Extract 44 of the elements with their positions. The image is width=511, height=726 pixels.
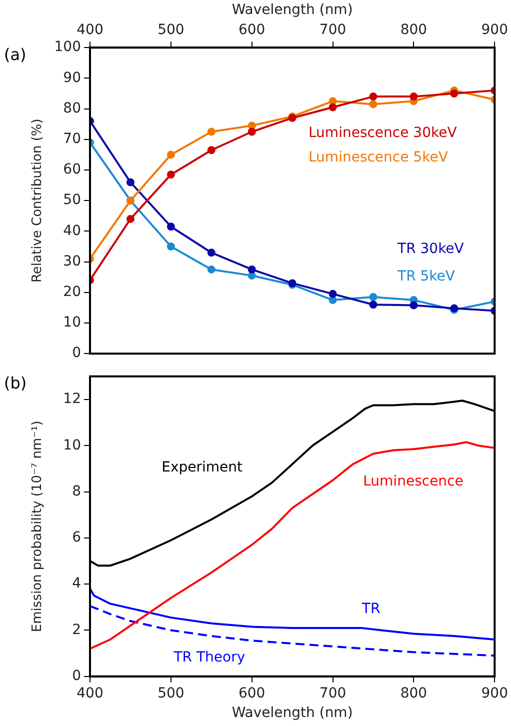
x-axis-title: Wavelength (nm)	[232, 705, 353, 722]
series-label: TR 5keV	[396, 268, 456, 285]
x-tick-label: 600	[238, 22, 266, 38]
y-tick-label: 70	[63, 131, 81, 148]
y-tick-label: 10	[63, 314, 81, 331]
y-tick-label: 20	[63, 284, 81, 300]
y-tick-label: 90	[63, 70, 81, 86]
series-label: TR	[360, 600, 380, 617]
y-tick-label: 30	[63, 253, 81, 270]
x-tick-label: 800	[400, 22, 428, 38]
y-tick-label: 100	[54, 39, 81, 56]
y-tick-label: 80	[63, 100, 81, 116]
y-tick-label: 4	[72, 576, 82, 592]
x-tick-label: 900	[481, 685, 508, 702]
y-tick-label: 10	[63, 437, 81, 454]
y-tick-label: 60	[63, 162, 81, 178]
y-tick-label: 8	[72, 483, 81, 500]
x-tick-label: 900	[481, 22, 508, 38]
y-tick-label: 2	[72, 622, 81, 638]
y-tick-label: 0	[72, 345, 81, 362]
y-tick-label: 6	[72, 530, 82, 546]
x-tick-label: 700	[319, 22, 346, 38]
x-tick-label: 500	[158, 685, 184, 702]
y-tick-label: 12	[63, 391, 81, 408]
chart-title: (a)	[4, 44, 26, 64]
series-label: Experiment	[162, 460, 244, 476]
series-label: TR Theory	[172, 649, 246, 666]
x-tick-label: 400	[76, 685, 104, 702]
x-axis-title: Wavelength (nm)	[232, 2, 353, 18]
y-axis-title: Relative Contribution (%)	[30, 118, 46, 283]
y-tick-label: 40	[63, 222, 81, 239]
x-tick-label: 600	[238, 685, 266, 702]
x-tick-label: 800	[400, 685, 428, 702]
x-tick-label: 500	[158, 22, 184, 38]
y-tick-label: 50	[63, 192, 81, 208]
chart-title: (b)	[4, 374, 27, 393]
x-tick-label: 700	[319, 685, 346, 702]
text: Luminescence 5keV	[308, 149, 448, 166]
series-label: Luminescence 30keV	[308, 124, 458, 141]
text: TR 30keV	[396, 241, 464, 258]
x-tick-label: 400	[76, 22, 104, 38]
y-tick-label: 0	[72, 668, 81, 684]
series-label: Luminescence	[363, 474, 464, 490]
y-axis-title: Emission probability (10⁻⁷ nm⁻¹)	[30, 420, 46, 632]
